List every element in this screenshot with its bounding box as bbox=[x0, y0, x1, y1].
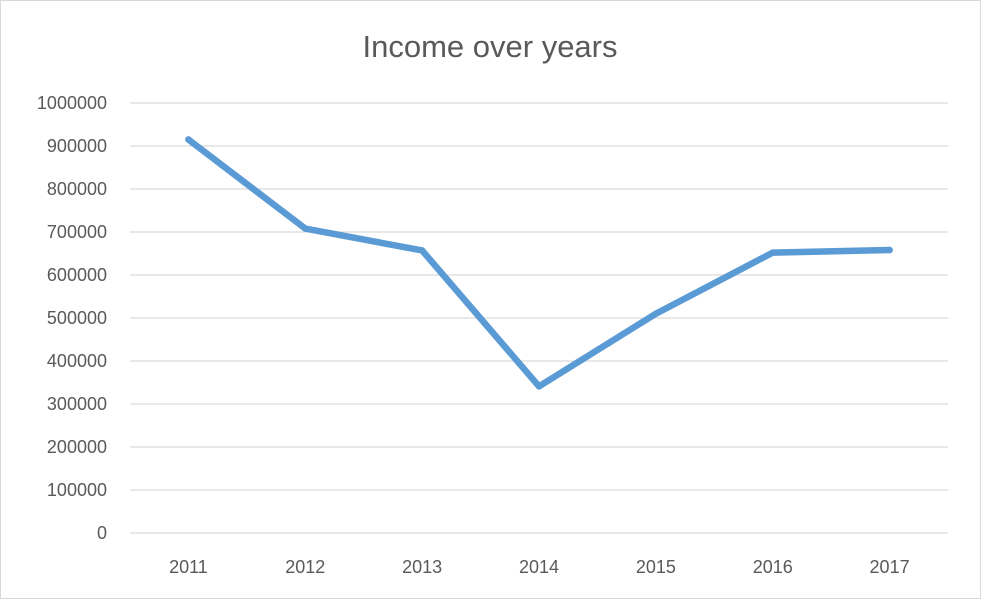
chart-title: Income over years bbox=[363, 29, 618, 64]
y-tick-label: 800000 bbox=[47, 179, 107, 199]
data-point bbox=[769, 249, 776, 256]
data-point bbox=[185, 136, 192, 143]
y-tick-label: 700000 bbox=[47, 222, 107, 242]
data-point bbox=[302, 225, 309, 232]
y-tick-label: 0 bbox=[97, 523, 107, 543]
y-tick-label: 200000 bbox=[47, 437, 107, 457]
data-point bbox=[886, 246, 893, 254]
x-tick-label: 2014 bbox=[519, 557, 559, 577]
data-point bbox=[418, 247, 426, 254]
y-tick-label: 600000 bbox=[47, 265, 107, 285]
x-tick-label: 2016 bbox=[753, 557, 793, 577]
x-tick-label: 2015 bbox=[636, 557, 676, 577]
x-tick-label: 2013 bbox=[402, 557, 442, 577]
x-tick-label: 2012 bbox=[285, 557, 325, 577]
y-axis-tick-labels: 0 100000 200000 300000 400000 500000 600000 700… bbox=[37, 93, 107, 543]
data-point bbox=[652, 310, 660, 317]
y-tick-label: 500000 bbox=[47, 308, 107, 328]
x-tick-label: 2017 bbox=[870, 557, 910, 577]
gridlines bbox=[130, 102, 948, 534]
y-tick-label: 900000 bbox=[47, 136, 107, 156]
x-axis-tick-labels: 2011 2012 2013 2014 2015 2016 2017 bbox=[169, 557, 910, 577]
y-tick-label: 300000 bbox=[47, 394, 107, 414]
series-group bbox=[185, 136, 893, 390]
series-line bbox=[185, 136, 893, 390]
x-tick-label: 2011 bbox=[169, 557, 208, 577]
y-tick-label: 100000 bbox=[47, 480, 107, 500]
data-point bbox=[535, 383, 543, 390]
y-tick-label: 1000000 bbox=[37, 93, 107, 113]
y-tick-label: 400000 bbox=[47, 351, 107, 371]
